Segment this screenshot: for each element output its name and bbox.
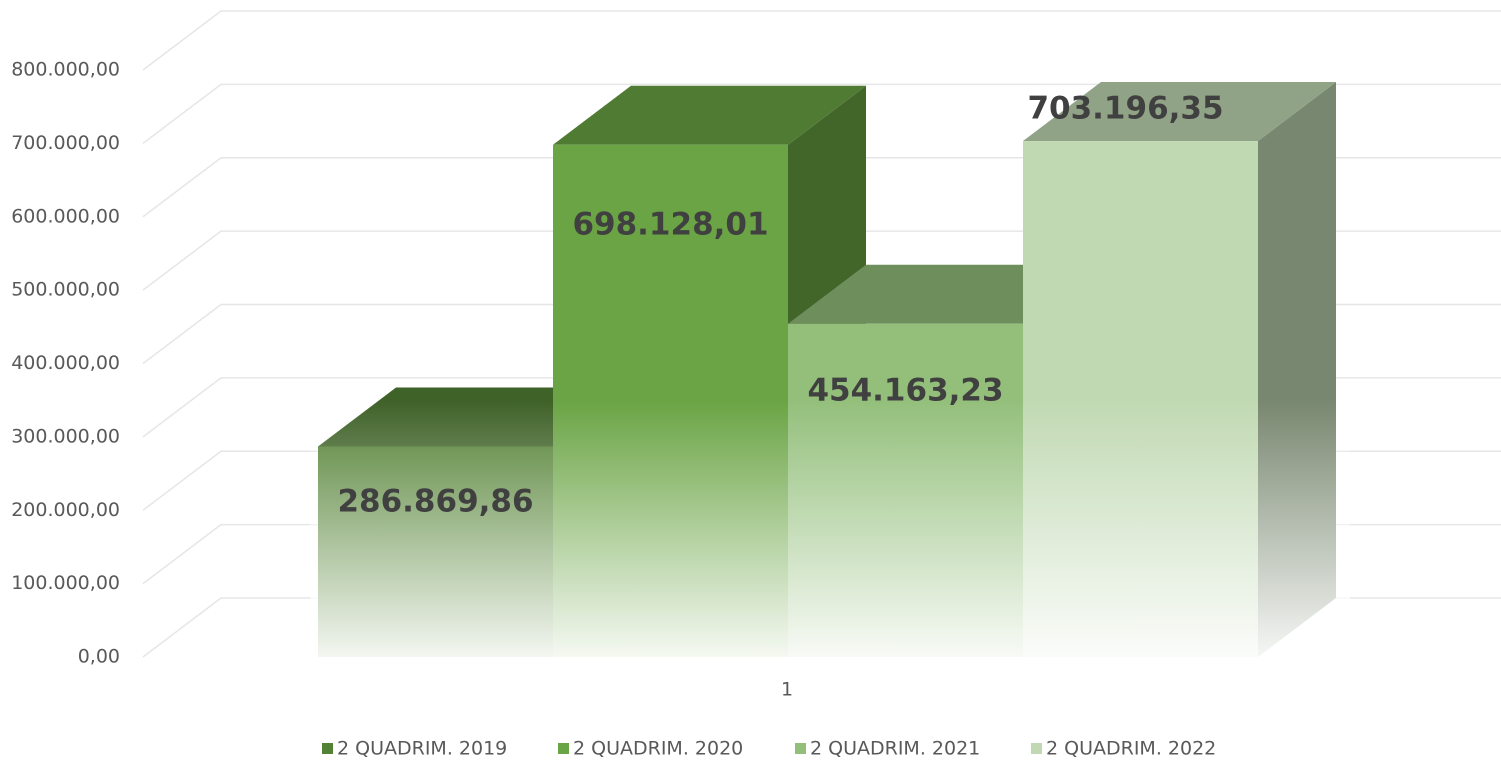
bar-top — [788, 264, 1101, 324]
y-tick-label: 800.000,00 — [11, 59, 120, 81]
y-tick-label: 700.000,00 — [11, 132, 120, 154]
y-tick-label: 100.000,00 — [11, 572, 120, 594]
fade-overlay — [310, 400, 1350, 662]
legend-label: 2 QUADRIM. 2019 — [337, 738, 507, 760]
data-label: 703.196,35 — [1027, 91, 1223, 127]
y-tick-label: 200.000,00 — [11, 499, 120, 521]
bar-top — [553, 85, 866, 145]
legend-swatch — [322, 743, 333, 754]
grid-line — [142, 83, 1501, 144]
labels: 286.869,86 698.128,01 454.163,23 703.196,35… — [322, 91, 1224, 760]
legend-label: 2 QUADRIM. 2021 — [810, 738, 980, 760]
legend-label: 2 QUADRIM. 2020 — [573, 738, 743, 760]
data-label: 698.128,01 — [572, 207, 768, 243]
y-tick-label: 400.000,00 — [11, 352, 120, 374]
legend-swatch — [558, 743, 569, 754]
y-tick-label: 600.000,00 — [11, 205, 120, 227]
y-tick-label: 0,00 — [78, 646, 120, 668]
grid-line — [142, 10, 1501, 71]
legend-label: 2 QUADRIM. 2022 — [1046, 738, 1216, 760]
y-tick-label: 300.000,00 — [11, 425, 120, 447]
bar-top — [1023, 82, 1336, 142]
x-tick-label: 1 — [781, 679, 793, 701]
y-tick-label: 500.000,00 — [11, 279, 120, 301]
data-label: 454.163,23 — [807, 373, 1003, 409]
legend-swatch — [795, 743, 806, 754]
legend-swatch — [1031, 743, 1042, 754]
data-label: 286.869,86 — [337, 484, 533, 520]
